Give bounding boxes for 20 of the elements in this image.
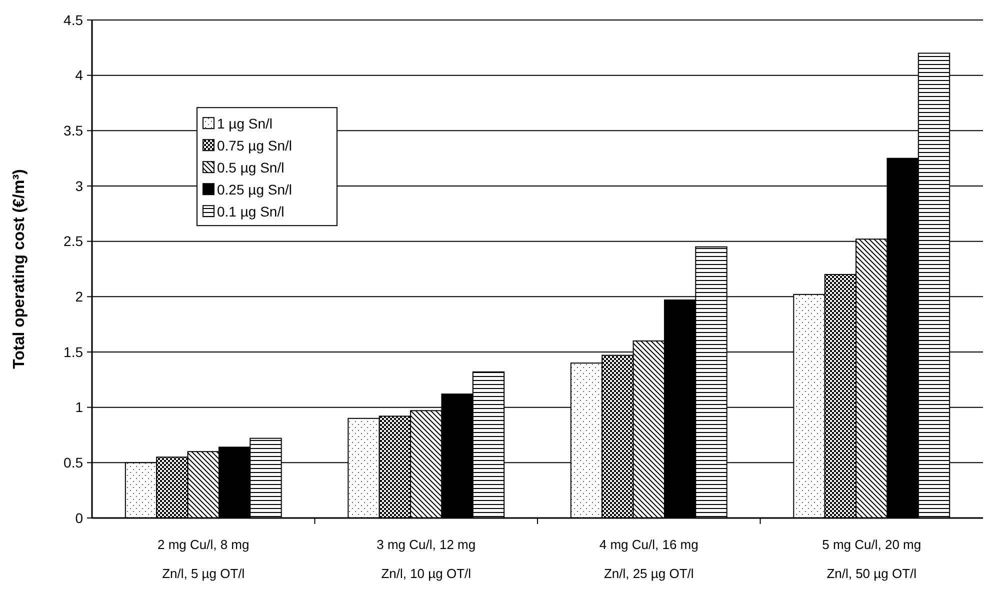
y-tick-label: 4.5	[64, 12, 84, 28]
x-tick-label: 4 mg Cu/l, 16 mg Zn/l, 25 µg OT/l	[599, 537, 698, 581]
x-tick-label: 3 mg Cu/l, 12 mg Zn/l, 10 µg OT/l	[376, 537, 476, 581]
legend-label: 0.1 µg Sn/l	[217, 204, 284, 220]
legend-label: 0.5 µg Sn/l	[217, 160, 284, 176]
legend-label: 0.25 µg Sn/l	[217, 182, 292, 198]
x-tick-label: 5 mg Cu/l, 20 mg Zn/l, 50 µg OT/l	[822, 537, 922, 581]
y-tick-label: 3.5	[64, 122, 84, 139]
legend-label: 0.75 µg Sn/l	[217, 138, 292, 154]
y-tick-label: 0	[75, 510, 84, 526]
y-tick-label: 1.5	[64, 344, 84, 360]
y-tick-label: 2.5	[64, 233, 84, 250]
y-tick-label: 2	[75, 288, 84, 305]
y-tick-label: 3	[75, 178, 84, 194]
y-tick-label: 0.5	[64, 454, 84, 471]
x-tick-label: 2 mg Cu/l, 8 mg Zn/l, 5 µg OT/l	[157, 537, 250, 581]
y-axis-title: Total operating cost (€/m³)	[11, 169, 28, 369]
y-tick-label: 1	[75, 399, 84, 416]
y-tick-label: 4	[75, 67, 84, 84]
legend-label: 1 µg Sn/l	[217, 116, 273, 132]
